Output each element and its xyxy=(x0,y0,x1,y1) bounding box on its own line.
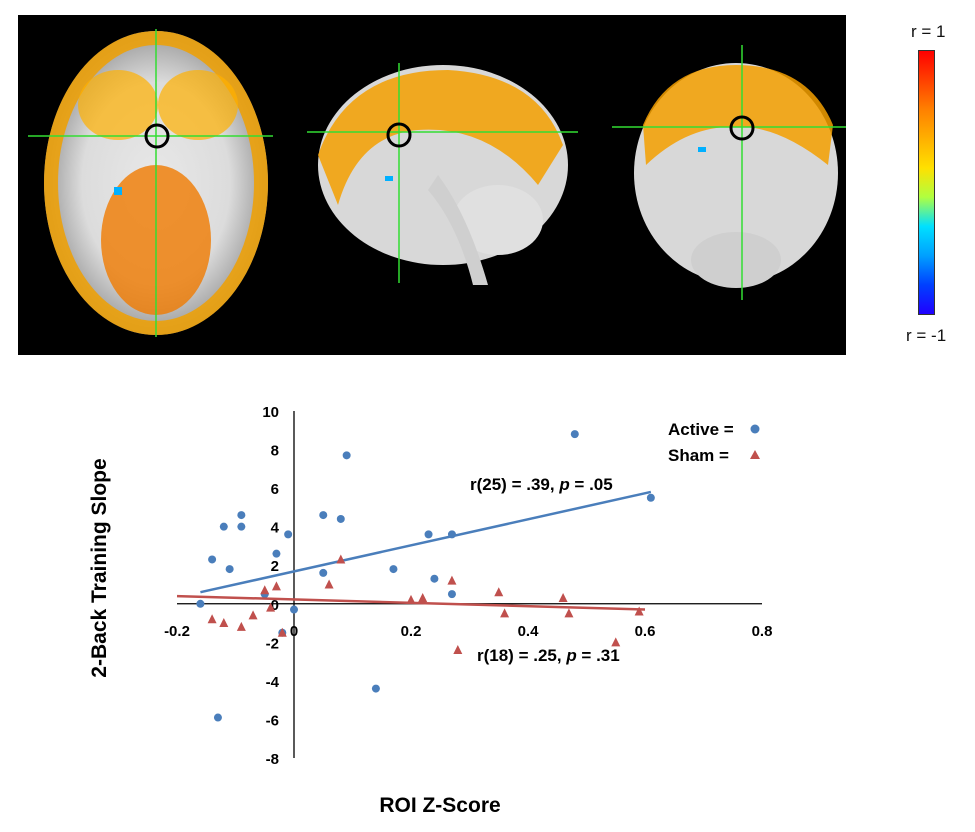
sham-point xyxy=(324,579,334,589)
y-tick-label: 4 xyxy=(271,520,280,537)
y-tick-label: 10 xyxy=(262,404,279,421)
active-correlation-label: r(25) = .39, p = .05 xyxy=(470,475,613,494)
coronal-slice xyxy=(612,45,846,300)
active-point xyxy=(196,599,205,608)
active-point xyxy=(447,530,456,539)
brain-slices xyxy=(28,29,846,337)
sham-point xyxy=(236,621,246,631)
sham-point xyxy=(406,594,416,604)
sagittal-slice xyxy=(307,63,578,285)
active-point xyxy=(430,574,439,583)
active-point xyxy=(208,555,217,564)
active-point xyxy=(290,605,298,614)
colorbar xyxy=(918,50,935,315)
x-tick-label: 0.8 xyxy=(752,623,773,640)
active-point xyxy=(389,565,398,574)
brain-image-panel xyxy=(18,15,846,355)
sham-point xyxy=(453,645,463,655)
x-tick-label: -0.2 xyxy=(164,623,190,640)
y-tick-label: 8 xyxy=(271,443,279,460)
y-tick-label: 6 xyxy=(271,481,279,498)
legend-active-label: Active = xyxy=(668,420,734,439)
sham-point xyxy=(611,637,621,647)
y-tick-label: 2 xyxy=(271,558,279,575)
sham-point xyxy=(500,608,510,618)
scatter-chart: -0.2 0 0.2 0.4 0.6 0.8 10 8 6 4 2 0 -2 -4 -6 -8 r(25) =… xyxy=(88,404,772,817)
legend-active-marker xyxy=(750,424,760,434)
sham-point xyxy=(564,608,574,618)
sham-point xyxy=(336,554,346,564)
x-axis-label: ROI Z-Score xyxy=(379,794,500,817)
y-tick-label: -2 xyxy=(266,635,279,652)
active-point xyxy=(225,565,234,574)
sham-point xyxy=(277,627,287,637)
chart-marks: r(25) = .39, p = .05 r(18) = .25, p = .31… xyxy=(176,420,760,722)
active-trend-line xyxy=(200,490,652,594)
active-point xyxy=(336,514,345,523)
active-point xyxy=(447,590,456,599)
colorbar-top-label: r = 1 xyxy=(911,22,946,41)
sham-point xyxy=(248,610,258,620)
sham-point xyxy=(447,575,457,585)
x-tick-label: 0 xyxy=(290,623,298,640)
legend-sham-label: Sham = xyxy=(668,446,729,465)
active-point xyxy=(213,713,222,722)
sham-point xyxy=(219,618,229,628)
active-point xyxy=(219,522,228,531)
active-point xyxy=(424,530,433,539)
active-point xyxy=(371,684,380,693)
active-point xyxy=(646,493,655,502)
axial-slice xyxy=(28,29,273,337)
y-tick-label: -6 xyxy=(266,712,279,729)
sham-point xyxy=(266,602,276,612)
colorbar-bottom-label: r = -1 xyxy=(906,326,947,345)
chart-axes: -0.2 0 0.2 0.4 0.6 0.8 10 8 6 4 2 0 -2 -4 -6 -8 xyxy=(164,404,772,768)
active-point xyxy=(342,451,351,460)
sham-point xyxy=(418,592,428,602)
sham-point xyxy=(494,587,504,597)
y-tick-label: 0 xyxy=(271,597,279,614)
active-point xyxy=(570,430,579,439)
active-point xyxy=(319,511,328,520)
active-point xyxy=(284,530,293,539)
x-tick-label: 0.6 xyxy=(635,623,656,640)
active-point xyxy=(272,549,281,558)
sham-correlation-label: r(18) = .25, p = .31 xyxy=(477,646,620,665)
sham-point xyxy=(260,585,270,595)
y-tick-label: -8 xyxy=(266,751,279,768)
active-point xyxy=(237,522,246,531)
sham-point xyxy=(207,614,217,624)
sham-point xyxy=(558,592,568,602)
active-point xyxy=(319,568,328,577)
active-point xyxy=(237,511,246,520)
y-tick-label: -4 xyxy=(266,674,280,691)
x-tick-label: 0.2 xyxy=(401,623,422,640)
legend-sham-marker xyxy=(750,450,760,459)
sham-point xyxy=(634,606,644,616)
y-axis-label: 2-Back Training Slope xyxy=(88,458,111,677)
x-tick-label: 0.4 xyxy=(518,623,540,640)
sham-point xyxy=(271,581,281,591)
